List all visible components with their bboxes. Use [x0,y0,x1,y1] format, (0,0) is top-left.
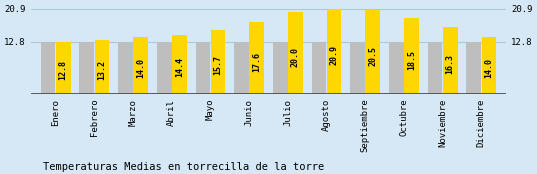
Text: 12.8: 12.8 [59,60,68,80]
Text: 14.0: 14.0 [136,58,145,78]
Text: 18.5: 18.5 [407,50,416,70]
Bar [211,30,226,94]
Bar [288,12,303,94]
Bar [366,10,380,94]
Bar [234,42,249,94]
Bar [273,42,288,94]
Bar [172,35,187,94]
Text: 20.5: 20.5 [368,46,378,66]
Text: 17.6: 17.6 [252,52,261,72]
Text: 16.3: 16.3 [446,54,455,74]
Text: 14.0: 14.0 [484,58,494,78]
Bar [41,42,55,94]
Bar [157,42,171,94]
Bar [311,42,326,94]
Bar [326,9,342,94]
Text: 20.9: 20.9 [330,45,339,65]
Bar [133,37,148,94]
Bar [428,42,442,94]
Bar [389,42,404,94]
Text: Temperaturas Medias en torrecilla de la torre: Temperaturas Medias en torrecilla de la … [43,162,324,172]
Bar [95,40,109,94]
Bar [79,42,94,94]
Text: 15.7: 15.7 [214,55,222,75]
Bar [467,42,481,94]
Bar [404,18,419,94]
Bar [118,42,133,94]
Bar [350,42,365,94]
Bar [482,37,496,94]
Text: 20.0: 20.0 [291,47,300,67]
Bar [249,22,264,94]
Bar [56,42,70,94]
Bar [195,42,211,94]
Bar [443,27,458,94]
Text: 14.4: 14.4 [175,57,184,77]
Text: 13.2: 13.2 [97,60,106,80]
